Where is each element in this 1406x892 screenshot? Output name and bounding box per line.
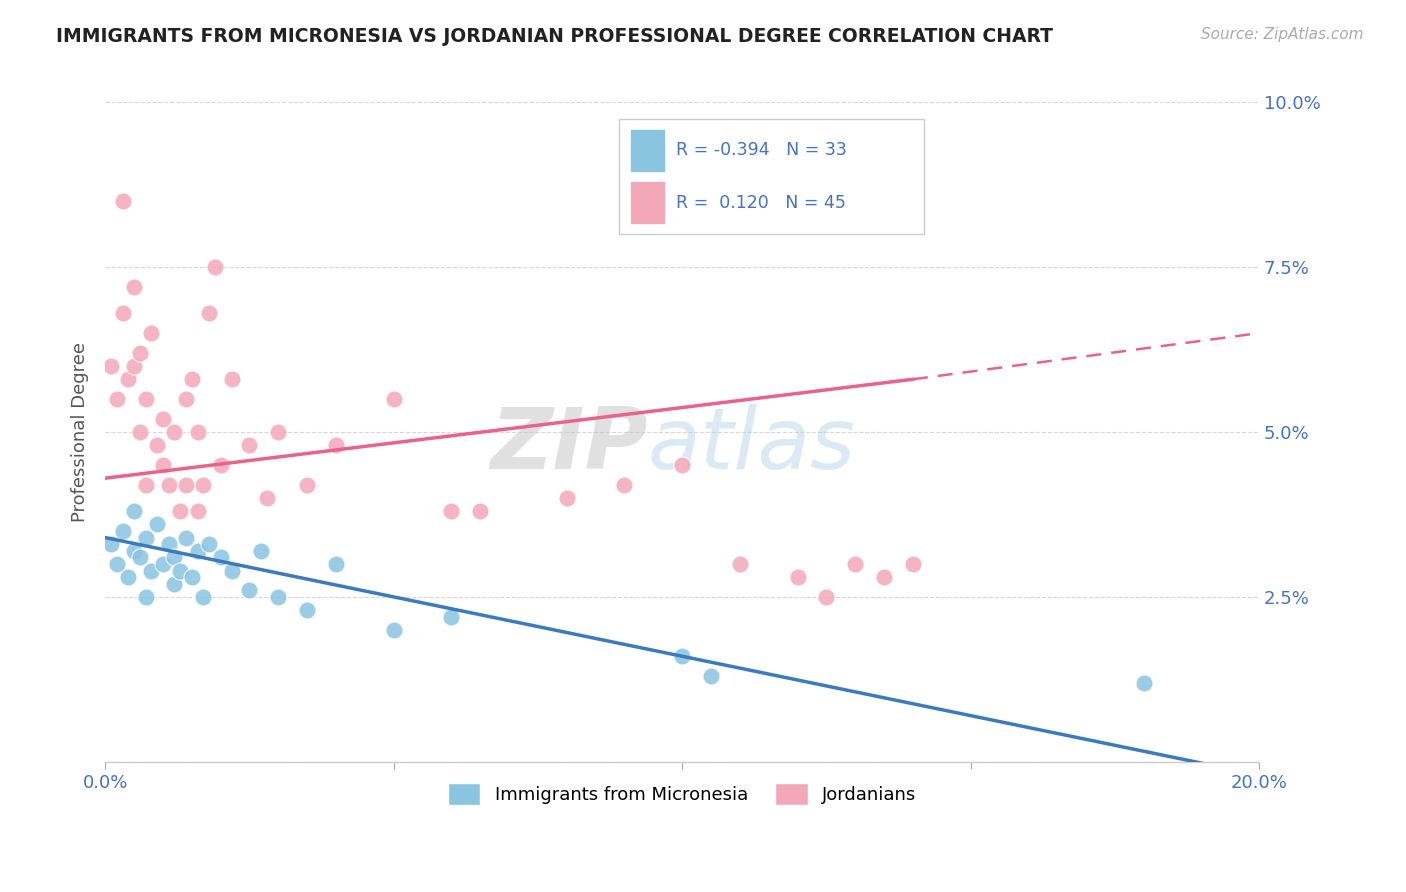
Point: [700, 669, 723, 683]
Point: [135, 477, 157, 491]
Point: [180, 372, 202, 386]
Legend: Immigrants from Micronesia, Jordanians: Immigrants from Micronesia, Jordanians: [440, 776, 924, 812]
Point: [152, 412, 174, 426]
Point: [135, 392, 157, 406]
Point: [786, 570, 808, 584]
Point: [111, 194, 134, 209]
Text: atlas: atlas: [648, 404, 855, 487]
Point: [186, 543, 208, 558]
Point: [440, 504, 463, 518]
Point: [146, 438, 169, 452]
Point: [267, 425, 290, 439]
Point: [146, 517, 169, 532]
Point: [256, 491, 278, 505]
Point: [169, 564, 191, 578]
Point: [198, 537, 221, 551]
Point: [221, 564, 243, 578]
Point: [613, 477, 636, 491]
Bar: [630, 181, 665, 224]
Point: [186, 425, 208, 439]
FancyBboxPatch shape: [619, 119, 925, 235]
Point: [174, 477, 197, 491]
Point: [250, 543, 273, 558]
Point: [157, 477, 180, 491]
Point: [295, 477, 318, 491]
Point: [204, 260, 226, 274]
Point: [193, 590, 215, 604]
Point: [671, 649, 693, 664]
Point: [186, 504, 208, 518]
Point: [141, 564, 163, 578]
Point: [152, 458, 174, 472]
Point: [157, 537, 180, 551]
Point: [671, 458, 693, 472]
Point: [815, 590, 838, 604]
Text: R =  0.120   N = 45: R = 0.120 N = 45: [676, 194, 846, 211]
Point: [174, 531, 197, 545]
Point: [152, 557, 174, 571]
Point: [122, 359, 145, 373]
Point: [901, 557, 924, 571]
Point: [122, 280, 145, 294]
Point: [117, 372, 139, 386]
Point: [169, 504, 191, 518]
Point: [728, 557, 751, 571]
Point: [100, 359, 122, 373]
Point: [128, 346, 150, 360]
Point: [221, 372, 243, 386]
Point: [193, 477, 215, 491]
Point: [198, 306, 221, 320]
Point: [122, 543, 145, 558]
Point: [135, 531, 157, 545]
Point: [163, 425, 186, 439]
Point: [238, 583, 260, 598]
Point: [163, 576, 186, 591]
Point: [238, 438, 260, 452]
Point: [141, 326, 163, 340]
Point: [111, 306, 134, 320]
Point: [135, 590, 157, 604]
Point: [382, 392, 405, 406]
Point: [111, 524, 134, 538]
Point: [267, 590, 290, 604]
Point: [100, 537, 122, 551]
Text: R = -0.394   N = 33: R = -0.394 N = 33: [676, 141, 848, 159]
Point: [174, 392, 197, 406]
Point: [470, 504, 492, 518]
Point: [325, 438, 347, 452]
Point: [873, 570, 896, 584]
Point: [180, 570, 202, 584]
Point: [105, 392, 128, 406]
Point: [117, 570, 139, 584]
Point: [382, 623, 405, 637]
Text: ZIP: ZIP: [489, 404, 648, 487]
Point: [440, 609, 463, 624]
Point: [128, 425, 150, 439]
Y-axis label: Professional Degree: Professional Degree: [72, 342, 89, 522]
Bar: [630, 128, 665, 171]
Point: [209, 550, 232, 565]
Point: [122, 504, 145, 518]
Point: [209, 458, 232, 472]
Point: [128, 550, 150, 565]
Text: IMMIGRANTS FROM MICRONESIA VS JORDANIAN PROFESSIONAL DEGREE CORRELATION CHART: IMMIGRANTS FROM MICRONESIA VS JORDANIAN …: [56, 27, 1053, 45]
Point: [325, 557, 347, 571]
Point: [844, 557, 866, 571]
Point: [295, 603, 318, 617]
Point: [555, 491, 578, 505]
Point: [163, 550, 186, 565]
Point: [105, 557, 128, 571]
Text: Source: ZipAtlas.com: Source: ZipAtlas.com: [1201, 27, 1364, 42]
Point: [1132, 675, 1154, 690]
